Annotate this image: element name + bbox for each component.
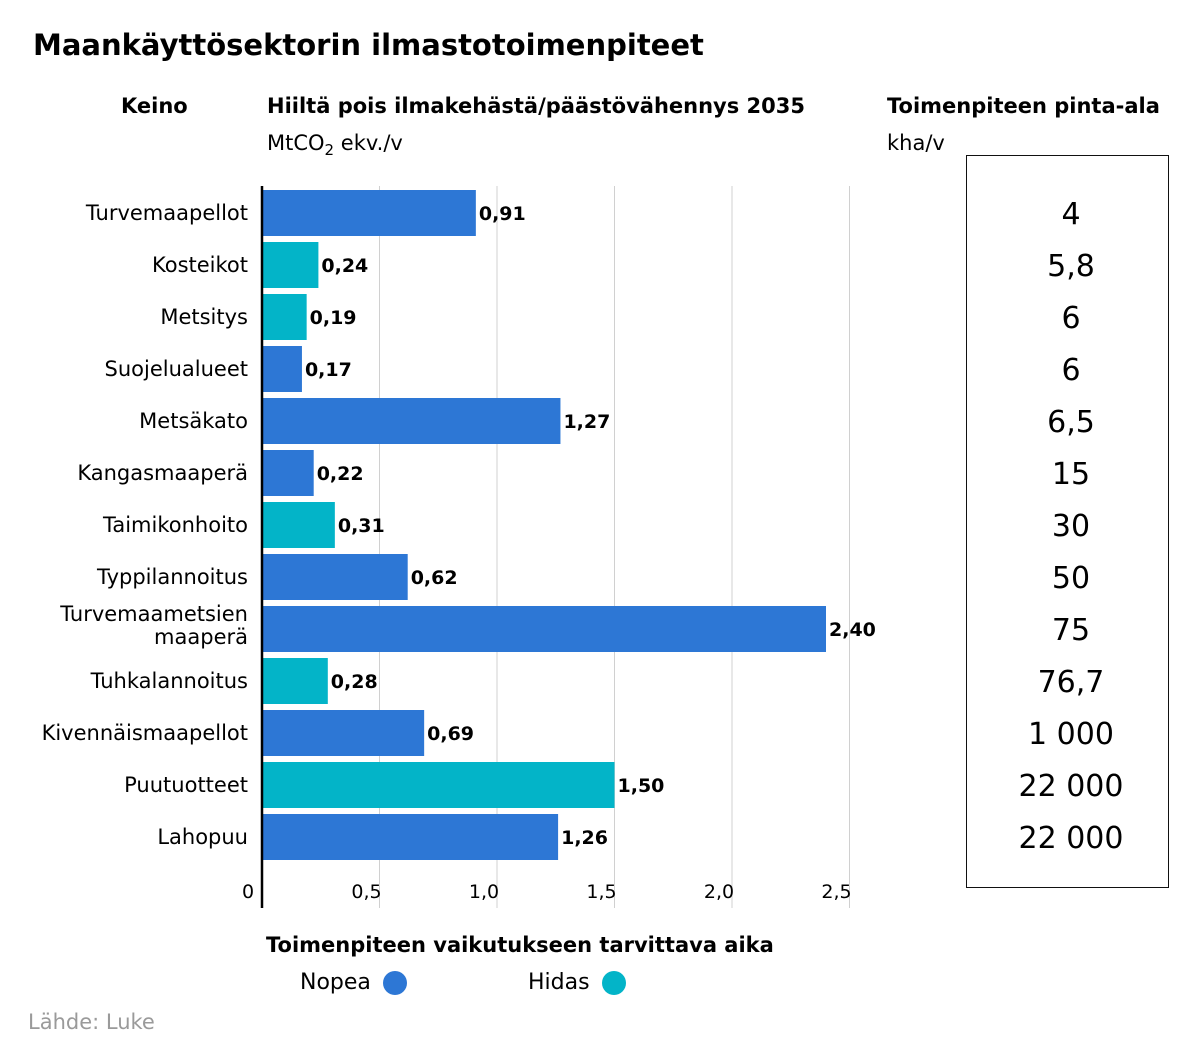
area-value: 1 000 [1028, 717, 1114, 752]
value-label: 1,26 [561, 827, 608, 849]
carbon-unit-main: MtCO [267, 131, 325, 155]
value-label: 0,24 [321, 255, 368, 277]
bar [262, 658, 328, 704]
category-label: Suojelualueet [105, 357, 248, 381]
value-label: 0,28 [331, 671, 378, 693]
x-tick-label: 0 [242, 881, 254, 903]
x-tick-label: 2,5 [821, 881, 851, 903]
area-value: 22 000 [1019, 769, 1124, 804]
bar [262, 762, 615, 808]
area-value: 15 [1052, 457, 1090, 492]
x-tick-label: 1,0 [469, 881, 499, 903]
category-label: Turvemaapellot [85, 201, 248, 225]
carbon-unit-subscript: 2 [324, 141, 335, 160]
area-value: 5,8 [1047, 249, 1095, 284]
bar [262, 242, 319, 288]
value-label: 0,69 [427, 723, 474, 745]
area-value: 6 [1061, 301, 1080, 336]
category-label: Typpilannoitus [96, 565, 248, 589]
area-header: Toimenpiteen pinta-ala [887, 94, 1160, 118]
value-label: 0,19 [310, 307, 357, 329]
bar [262, 710, 425, 756]
area-unit: kha/v [887, 131, 945, 155]
bar [262, 346, 302, 392]
area-value: 6 [1061, 353, 1080, 388]
area-value: 30 [1052, 509, 1090, 544]
bar [262, 294, 307, 340]
bar [262, 814, 559, 860]
x-tick-label: 2,0 [704, 881, 734, 903]
legend-hidas-dot [601, 970, 626, 995]
area-value: 22 000 [1019, 821, 1124, 856]
area-value: 75 [1052, 613, 1090, 648]
value-label: 0,17 [305, 359, 352, 381]
value-label: 1,27 [563, 411, 610, 433]
bar [262, 502, 335, 548]
area-value: 4 [1061, 197, 1080, 232]
x-tick-label: 1,5 [586, 881, 616, 903]
category-label: Kivennäismaapellot [42, 721, 248, 745]
legend-nopea: Nopea [300, 970, 407, 995]
area-table-box [966, 155, 1169, 888]
category-label: Tuhkalannoitus [90, 669, 248, 693]
category-label: Metsäkato [139, 409, 248, 433]
value-label: 0,91 [479, 203, 526, 225]
keino-header: Keino [121, 94, 188, 118]
area-value: 6,5 [1047, 405, 1095, 440]
carbon-unit-suffix: ekv./v [334, 131, 403, 155]
category-label: Turvemaametsien maaperä [59, 602, 248, 649]
category-label: Lahopuu [157, 825, 248, 849]
value-label: 1,50 [618, 775, 665, 797]
bar [262, 398, 561, 444]
category-label: Metsitys [160, 305, 248, 329]
value-label: 0,62 [411, 567, 458, 589]
x-tick-label: 0,5 [351, 881, 381, 903]
legend-nopea-label: Nopea [300, 970, 371, 995]
category-label: Kosteikot [152, 253, 248, 277]
chart-title: Maankäyttösektorin ilmastotoimenpiteet [33, 28, 704, 62]
category-label: Taimikonhoito [102, 513, 248, 537]
bar [262, 554, 408, 600]
carbon-unit: MtCO2 ekv./v [267, 131, 403, 159]
legend-title: Toimenpiteen vaikutukseen tarvittava aik… [266, 933, 774, 957]
value-label: 2,40 [829, 619, 876, 641]
value-label: 0,22 [317, 463, 364, 485]
area-value: 50 [1052, 561, 1090, 596]
legend-hidas-label: Hidas [528, 970, 590, 995]
area-value: 76,7 [1038, 665, 1105, 700]
bar [262, 450, 314, 496]
bar [262, 190, 476, 236]
value-label: 0,31 [338, 515, 385, 537]
category-label: Puutuotteet [124, 773, 248, 797]
legend-hidas: Hidas [528, 970, 626, 995]
category-label: Kangasmaaperä [77, 461, 248, 485]
source-note: Lähde: Luke [28, 1010, 155, 1034]
carbon-header: Hiiltä pois ilmakehästä/päästövähennys 2… [267, 94, 805, 118]
bar [262, 606, 826, 652]
legend-nopea-dot [382, 970, 407, 995]
